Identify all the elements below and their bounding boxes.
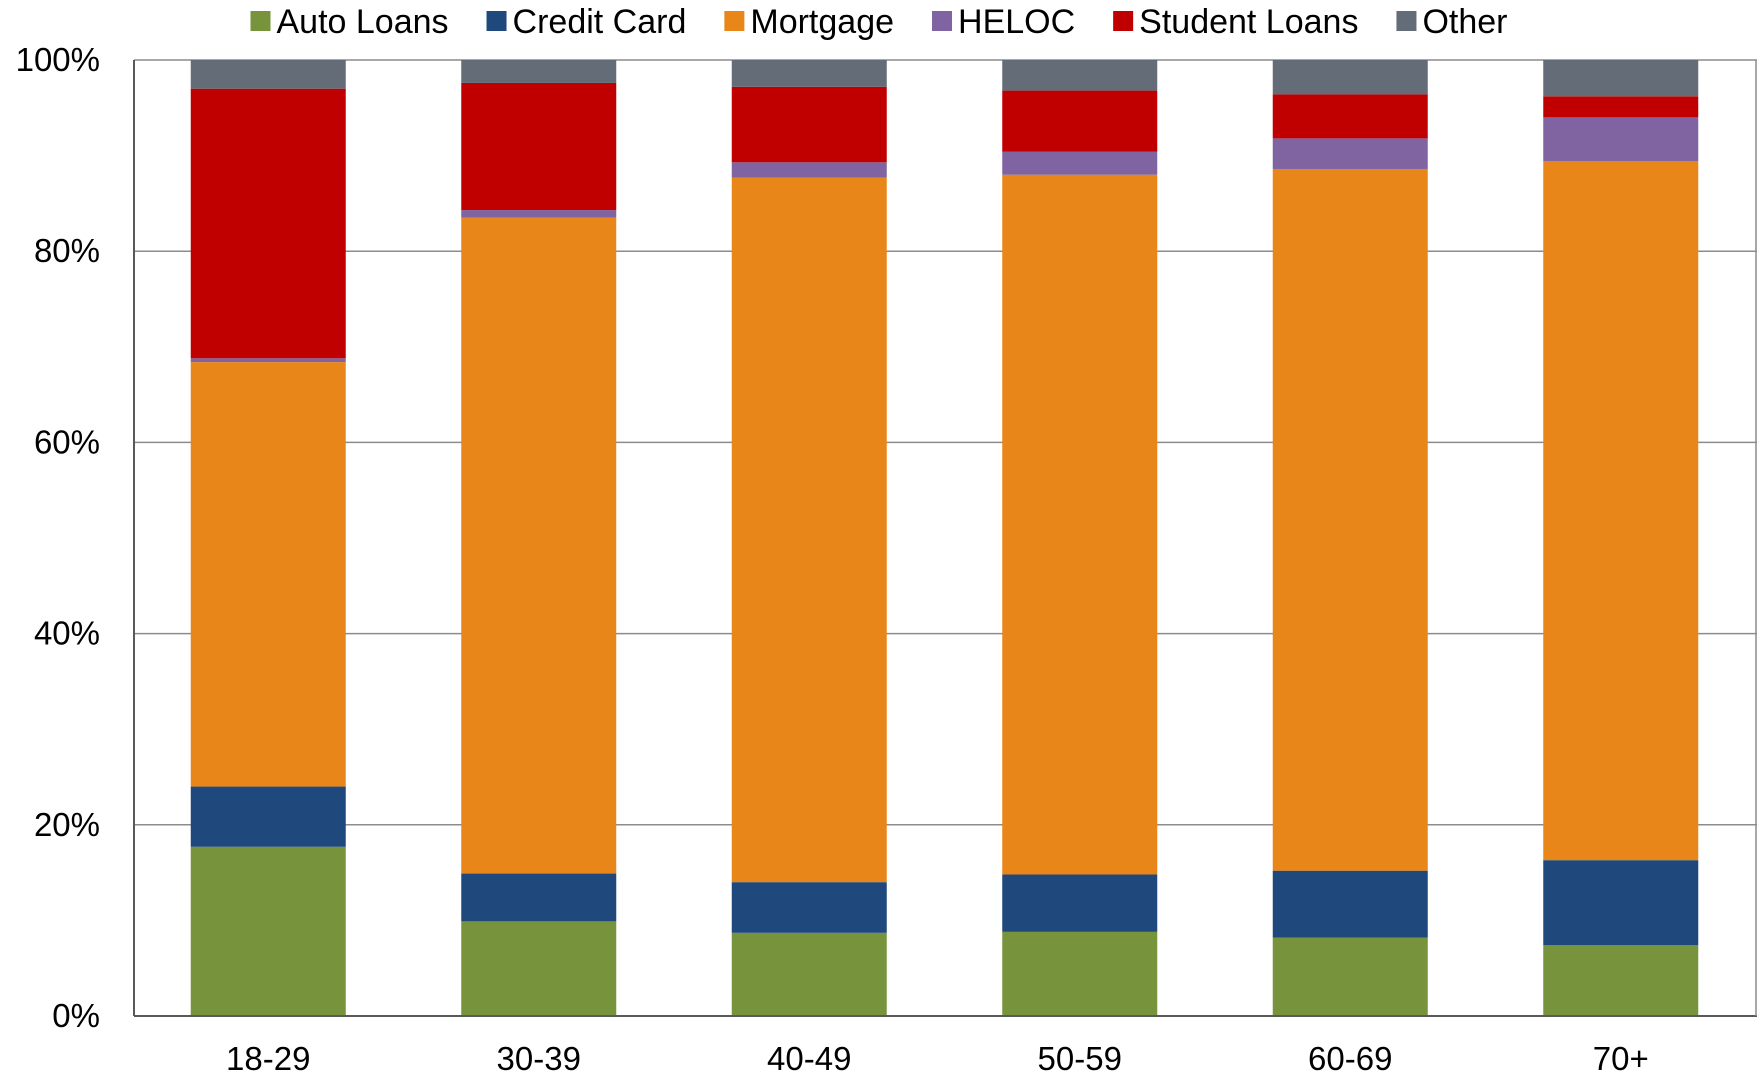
bar-segment-other bbox=[461, 60, 617, 83]
bar-segment-heloc bbox=[731, 162, 887, 178]
y-tick-label: 100% bbox=[16, 41, 100, 78]
bar-segment-mortgage bbox=[190, 362, 346, 787]
bar-segment-auto-loans bbox=[190, 846, 346, 1016]
y-tick-label: 60% bbox=[34, 423, 100, 460]
bar-segment-credit-card bbox=[1543, 860, 1699, 946]
bar-segment-credit-card bbox=[731, 882, 887, 933]
bar-segment-other bbox=[190, 60, 346, 89]
y-tick-label: 40% bbox=[34, 615, 100, 652]
bar-segment-heloc bbox=[190, 358, 346, 363]
x-tick-label: 30-39 bbox=[497, 1040, 581, 1076]
bar-segment-heloc bbox=[1002, 151, 1158, 175]
bar-segment-heloc bbox=[1543, 117, 1699, 162]
bar-segment-other bbox=[1543, 60, 1699, 97]
gridlines bbox=[134, 59, 1757, 1017]
bar-segment-student-loans bbox=[190, 88, 346, 359]
x-tick-label: 50-59 bbox=[1038, 1040, 1122, 1076]
bar-segment-student-loans bbox=[1543, 96, 1699, 118]
legend-label-credit-card: Credit Card bbox=[513, 3, 687, 41]
legend-label-heloc: HELOC bbox=[958, 3, 1075, 41]
bar-segment-mortgage bbox=[1272, 168, 1428, 871]
bar-segment-heloc bbox=[1272, 138, 1428, 169]
bar-segment-credit-card bbox=[1272, 870, 1428, 938]
bar-segment-auto-loans bbox=[1272, 937, 1428, 1016]
axes: 0% 20% 40% 60% 80% 100% 18-29 30-39 40-49 50-59 60… bbox=[16, 41, 1757, 1077]
bar-segment-student-loans bbox=[1002, 90, 1158, 152]
x-tick-label: 70+ bbox=[1593, 1040, 1649, 1076]
bar-segment-credit-card bbox=[1002, 874, 1158, 932]
bar-segment-auto-loans bbox=[461, 921, 617, 1016]
y-tick-label: 80% bbox=[34, 232, 100, 269]
legend-swatch-other bbox=[1396, 11, 1417, 31]
bar-segment-student-loans bbox=[461, 82, 617, 211]
legend-swatch-credit-card bbox=[486, 11, 507, 31]
bar-segment-auto-loans bbox=[731, 932, 887, 1016]
legend-swatch-student-loans bbox=[1113, 11, 1134, 31]
bar-segment-credit-card bbox=[190, 786, 346, 847]
x-tick-label: 40-49 bbox=[767, 1040, 851, 1076]
bar-segment-heloc bbox=[461, 210, 617, 218]
bar-segment-student-loans bbox=[1272, 94, 1428, 139]
bar-segment-mortgage bbox=[731, 177, 887, 883]
bar-segment-credit-card bbox=[461, 873, 617, 922]
bar-segment-auto-loans bbox=[1002, 931, 1158, 1016]
bar-segment-other bbox=[1272, 60, 1428, 95]
legend-swatch-auto-loans bbox=[250, 11, 271, 31]
bar-segment-other bbox=[731, 60, 887, 87]
legend-label-student-loans: Student Loans bbox=[1139, 3, 1358, 41]
bar-segment-student-loans bbox=[731, 86, 887, 163]
y-tick-label: 0% bbox=[52, 997, 100, 1034]
legend-swatch-mortgage bbox=[724, 11, 745, 31]
legend: Auto Loans Credit Card Mortgage HELOC Studen… bbox=[250, 3, 1508, 41]
legend-label-auto-loans: Auto Loans bbox=[277, 3, 449, 41]
bar-segment-other bbox=[1002, 60, 1158, 91]
x-tick-label: 60-69 bbox=[1308, 1040, 1392, 1076]
y-tick-label: 20% bbox=[34, 806, 100, 843]
bars bbox=[190, 60, 1699, 1016]
bar-segment-mortgage bbox=[1002, 174, 1158, 875]
legend-label-other: Other bbox=[1422, 3, 1507, 41]
legend-label-mortgage: Mortgage bbox=[750, 3, 894, 41]
bar-segment-mortgage bbox=[461, 217, 617, 874]
x-tick-label: 18-29 bbox=[226, 1040, 310, 1076]
legend-swatch-heloc bbox=[932, 11, 953, 31]
bar-segment-auto-loans bbox=[1543, 945, 1699, 1016]
bar-segment-mortgage bbox=[1543, 161, 1699, 861]
